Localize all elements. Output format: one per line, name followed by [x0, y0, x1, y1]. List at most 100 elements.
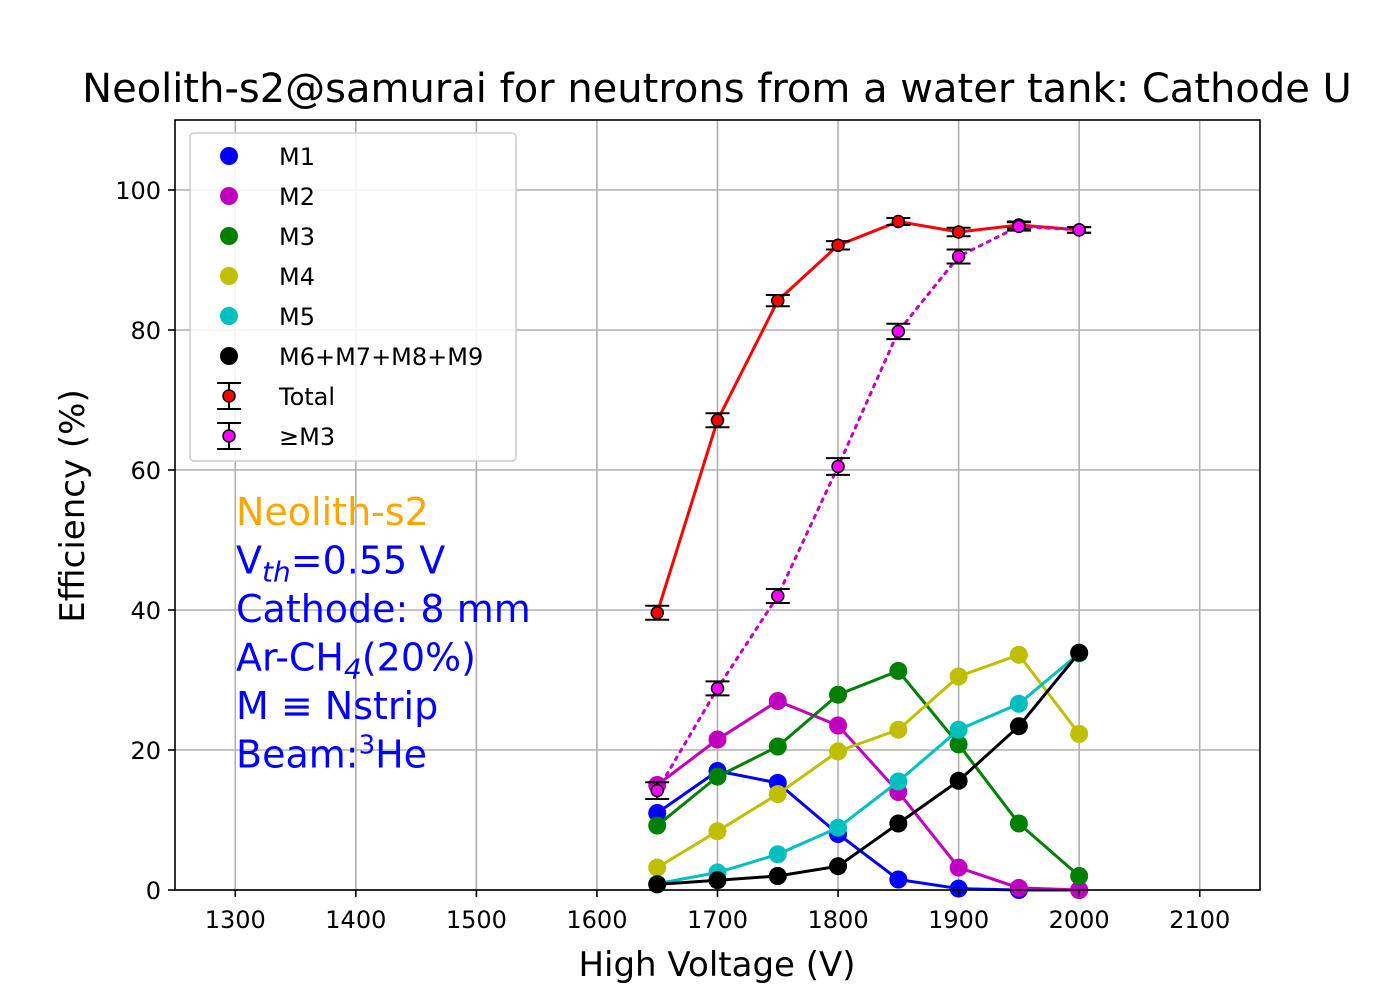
data-point — [829, 818, 848, 837]
data-point — [1009, 717, 1028, 736]
annotation-text-after: (20%) — [362, 636, 476, 680]
annotation-subscript: th — [262, 556, 291, 589]
data-point — [771, 293, 785, 308]
data-point — [771, 589, 785, 603]
ticks: 1300 1400 1500 1600 1700 1800 1900 2000 2100 0 20 4… — [115, 177, 1230, 934]
data-point — [768, 867, 787, 885]
legend-label: Total — [278, 383, 335, 411]
annotation-text: Beam: — [236, 733, 359, 777]
data-point — [1072, 223, 1086, 237]
data-point — [1009, 694, 1028, 713]
y-tick-label: 20 — [130, 737, 161, 765]
data-point — [829, 716, 848, 735]
data-point — [1009, 878, 1028, 897]
legend-label: M2 — [279, 183, 315, 211]
data-point — [951, 225, 966, 239]
data-point — [829, 742, 848, 761]
annotation-line: Cathode: 8 mm — [236, 587, 531, 631]
x-tick-label: 1400 — [325, 906, 386, 934]
chart-title: Neolith-s2@samurai for neutrons from a w… — [82, 66, 1352, 112]
data-point — [768, 845, 787, 864]
data-point — [1012, 219, 1026, 234]
x-tick-label: 1600 — [566, 906, 627, 934]
series-2 — [648, 661, 1089, 885]
y-axis-label: Efficiency (%) — [53, 389, 93, 622]
data-point — [949, 771, 968, 790]
series-line — [657, 651, 1081, 886]
x-axis-label: High Voltage (V) — [578, 945, 855, 985]
annotation-line: Vth=0.55 V — [236, 539, 445, 589]
data-point — [650, 606, 664, 620]
legend: M1 M2 M3 M4 M5 M6+M7+M8+M9 Total ≥M3 — [189, 132, 517, 462]
data-point — [708, 871, 727, 890]
data-point — [1070, 724, 1089, 743]
annotation-text: V — [236, 539, 262, 583]
x-tick-label: 1800 — [808, 906, 869, 934]
x-tick-label: 2100 — [1169, 906, 1230, 934]
data-point — [889, 772, 908, 791]
data-point — [708, 730, 727, 749]
series-line — [656, 669, 1081, 878]
annotation-superscript: 3 — [359, 731, 376, 761]
y-tick-label: 80 — [130, 317, 161, 345]
data-point — [768, 785, 787, 804]
legend-label: M5 — [279, 303, 315, 331]
data-point — [1009, 814, 1028, 833]
data-point — [648, 875, 667, 894]
legend-item: M2 — [220, 183, 315, 211]
y-tick-label: 40 — [130, 597, 161, 625]
data-point — [831, 459, 845, 474]
legend-marker — [220, 147, 238, 165]
legend-label: M3 — [279, 223, 315, 251]
legend-marker — [220, 187, 238, 205]
series-6 — [645, 214, 1092, 621]
legend-label: M4 — [279, 263, 315, 291]
x-tick-label: 1500 — [446, 906, 507, 934]
legend-item: ≥M3 — [217, 422, 335, 451]
data-point — [768, 692, 787, 710]
y-tick-label: 60 — [130, 457, 161, 485]
legend-item: M3 — [220, 223, 315, 251]
series-layer — [645, 214, 1092, 899]
data-point — [648, 858, 667, 877]
data-point — [831, 238, 845, 253]
annotation-line: M ≡ Nstrip — [236, 684, 438, 728]
legend-label: M6+M7+M8+M9 — [279, 343, 483, 371]
legend-item: M4 — [220, 263, 315, 291]
legend-item: M5 — [220, 303, 315, 331]
data-point — [708, 767, 727, 786]
data-point — [889, 870, 908, 889]
data-point — [949, 720, 968, 739]
y-tick-label: 0 — [146, 877, 161, 905]
series-line — [656, 653, 1081, 869]
legend-marker — [220, 267, 238, 285]
annotation-line: Neolith-s2 — [236, 490, 429, 534]
y-tick-label: 100 — [115, 177, 161, 205]
data-point — [829, 685, 848, 704]
legend-marker — [220, 347, 238, 365]
legend-item: Total — [217, 382, 335, 411]
data-point — [708, 822, 727, 841]
series-7 — [645, 219, 1092, 800]
series-5 — [648, 643, 1089, 894]
data-point — [768, 737, 787, 756]
data-point — [949, 858, 968, 877]
legend-item: M1 — [220, 143, 315, 171]
annotation-text: Neolith-s2 — [236, 490, 429, 534]
legend-marker — [220, 227, 238, 245]
annotation-text: M ≡ Nstrip — [236, 684, 438, 728]
x-tick-label: 1700 — [687, 906, 748, 934]
data-point — [949, 879, 968, 898]
legend-label: ≥M3 — [279, 423, 335, 451]
data-point — [949, 667, 968, 686]
annotation-line: Ar-CH4(20%) — [236, 636, 476, 686]
data-point — [1070, 643, 1089, 662]
data-point — [650, 783, 664, 798]
data-point — [829, 857, 848, 876]
x-tick-label: 1300 — [205, 906, 266, 934]
annotation-subscript: 4 — [344, 653, 362, 686]
annotation-line: Beam:3He — [236, 731, 427, 777]
series-line — [656, 699, 1080, 892]
